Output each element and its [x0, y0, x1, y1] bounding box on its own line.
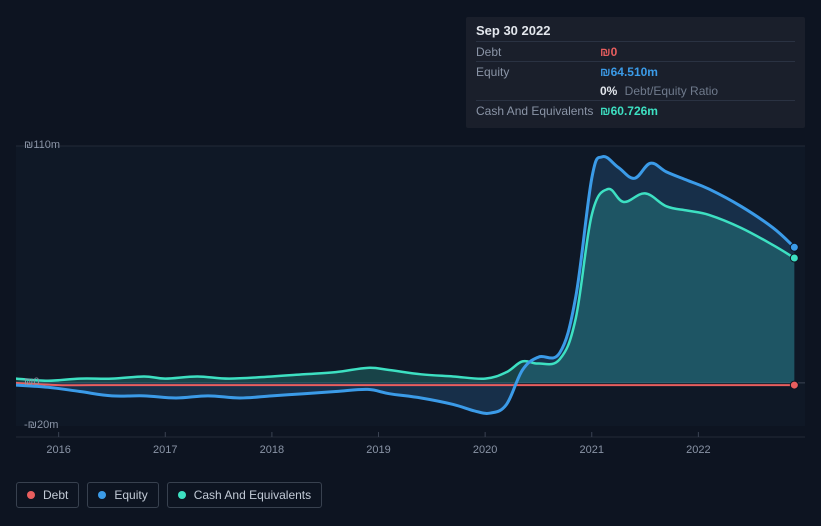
x-axis-label: 2016 — [46, 444, 70, 456]
tooltip-value: ₪64.510m — [600, 64, 658, 80]
tooltip-date: Sep 30 2022 — [476, 23, 795, 41]
tooltip-row: Debt₪0 — [476, 41, 795, 61]
legend-color-icon — [27, 491, 35, 499]
tooltip-label: Debt — [476, 44, 600, 60]
data-tooltip: Sep 30 2022 Debt₪0Equity₪64.510m0% Debt/… — [466, 17, 805, 128]
legend-label: Cash And Equivalents — [194, 488, 311, 502]
tooltip-value: 0% Debt/Equity Ratio — [600, 83, 718, 99]
chart-plot-area — [16, 120, 805, 438]
tooltip-value: ₪60.726m — [600, 103, 658, 119]
legend-item-equity[interactable]: Equity — [87, 482, 158, 508]
tooltip-sublabel: Debt/Equity Ratio — [621, 84, 718, 98]
tooltip-label — [476, 83, 600, 99]
tooltip-row: Equity₪64.510m — [476, 61, 795, 81]
legend-item-cash-and-equivalents[interactable]: Cash And Equivalents — [167, 482, 322, 508]
x-axis-label: 2017 — [153, 444, 177, 456]
y-axis-label: ₪0 — [24, 376, 74, 388]
tooltip-row: Cash And Equivalents₪60.726m — [476, 100, 795, 120]
tooltip-value: ₪0 — [600, 44, 617, 60]
x-axis-label: 2019 — [366, 444, 390, 456]
tooltip-label: Cash And Equivalents — [476, 103, 600, 119]
tooltip-row: 0% Debt/Equity Ratio — [476, 81, 795, 100]
legend-item-debt[interactable]: Debt — [16, 482, 79, 508]
legend-label: Equity — [114, 488, 147, 502]
x-axis-label: 2020 — [473, 444, 497, 456]
tooltip-label: Equity — [476, 64, 600, 80]
chart-legend: Debt Equity Cash And Equivalents — [16, 482, 322, 508]
y-axis-label: ₪110m — [24, 139, 74, 151]
legend-color-icon — [98, 491, 106, 499]
legend-label: Debt — [43, 488, 68, 502]
x-axis-label: 2021 — [580, 444, 604, 456]
y-axis-label: -₪20m — [24, 419, 74, 431]
x-axis-label: 2022 — [686, 444, 710, 456]
legend-color-icon — [178, 491, 186, 499]
x-axis-label: 2018 — [260, 444, 284, 456]
balance-chart: ₪110m ₪0 -₪20m — [16, 120, 805, 490]
